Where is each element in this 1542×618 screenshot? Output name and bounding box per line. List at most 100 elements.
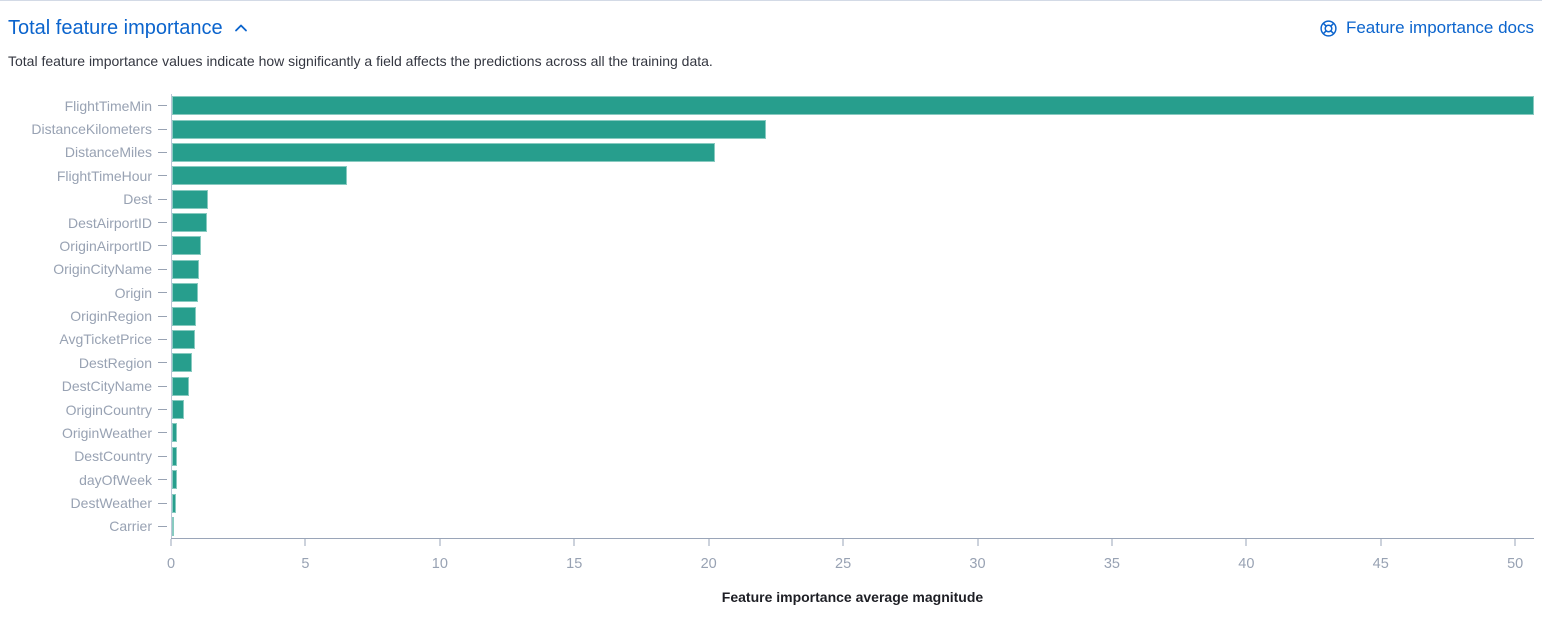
panel-header: Total feature importance Feature importa…	[8, 14, 1534, 42]
y-axis-label: FlightTimeMin	[64, 97, 152, 114]
x-tick-mark	[304, 539, 306, 546]
chart-row: OriginCountry	[8, 397, 1534, 422]
chart-row: DistanceKilometers	[8, 117, 1534, 141]
y-axis-label: DistanceKilometers	[31, 121, 152, 138]
panel-description: Total feature importance values indicate…	[8, 53, 713, 69]
x-tick-mark	[977, 539, 978, 546]
x-tick-label: 35	[1103, 556, 1120, 572]
y-axis-label: Carrier	[109, 518, 152, 535]
x-axis-title-row: Feature importance average magnitude	[8, 584, 1534, 605]
y-tick-mark	[158, 151, 167, 153]
chart-row: DestWeather	[8, 491, 1534, 515]
y-tick-mark	[158, 315, 167, 317]
y-axis-label: DestCountry	[74, 448, 152, 465]
importance-bar	[172, 400, 184, 420]
x-tick-mark	[1514, 539, 1516, 546]
bar-track	[171, 164, 1534, 188]
y-tick-mark	[158, 175, 167, 177]
chart-row: AvgTicketPrice	[8, 327, 1534, 352]
y-tick-mark	[158, 292, 167, 294]
y-tick-mark	[158, 338, 167, 340]
x-tick-mark	[708, 539, 710, 546]
y-tick-mark	[158, 245, 167, 247]
bar-track	[171, 514, 1534, 539]
chart-row: DestAirportID	[8, 210, 1534, 235]
importance-bar	[172, 353, 192, 373]
bar-track	[171, 281, 1534, 305]
x-tick-label: 25	[835, 556, 852, 572]
chevron-up-icon	[233, 20, 249, 36]
total-feature-importance-toggle[interactable]: Total feature importance	[8, 14, 249, 42]
y-axis-label: DestRegion	[78, 354, 152, 371]
x-tick-label: 5	[301, 556, 310, 572]
y-axis-label: AvgTicketPrice	[59, 331, 152, 348]
y-tick-mark	[158, 525, 167, 527]
x-tick-label: 40	[1238, 556, 1255, 572]
y-axis-label: DestCityName	[61, 378, 152, 395]
bar-track	[171, 304, 1534, 328]
y-tick-mark	[158, 128, 167, 130]
x-tick-mark	[1111, 539, 1113, 546]
bar-track	[171, 257, 1534, 281]
bar-track	[171, 374, 1534, 398]
chart-row: DistanceMiles	[8, 140, 1534, 165]
importance-bar	[172, 142, 715, 162]
y-tick-mark	[158, 432, 167, 434]
y-tick-mark	[158, 502, 167, 504]
y-tick-mark	[158, 105, 167, 107]
y-tick-mark	[158, 268, 167, 270]
y-axis-label: DistanceMiles	[64, 144, 152, 161]
total-feature-importance-panel: Total feature importance Feature importa…	[0, 14, 1542, 605]
feature-importance-chart: FlightTimeMin DistanceKilometers DistanceM…	[8, 94, 1534, 605]
x-tick-mark	[573, 539, 575, 546]
x-tick-mark	[1245, 539, 1247, 546]
importance-bar	[172, 446, 177, 466]
x-tick-label: 15	[566, 556, 583, 572]
x-tick-label: 30	[969, 556, 986, 572]
y-axis-label: Origin	[114, 284, 152, 301]
docs-link-label: Feature importance docs	[1345, 18, 1534, 37]
x-tick-label: 10	[431, 556, 448, 572]
bar-track	[171, 468, 1534, 492]
chart-row: OriginWeather	[8, 421, 1534, 445]
chart-row: OriginRegion	[8, 304, 1534, 328]
bar-track	[171, 491, 1534, 515]
chart-row: Origin	[8, 281, 1534, 305]
y-axis-label: DestWeather	[70, 495, 152, 512]
importance-bar	[172, 166, 347, 186]
importance-bar	[172, 283, 198, 303]
y-axis-label: DestAirportID	[67, 214, 152, 231]
bar-track	[171, 421, 1534, 445]
x-tick-mark	[439, 539, 441, 546]
chart-row: OriginCityName	[8, 257, 1534, 281]
y-tick-mark	[158, 362, 167, 364]
y-axis-label: Dest	[123, 191, 152, 208]
importance-bar	[172, 119, 766, 139]
importance-bar	[172, 306, 197, 326]
x-axis-track: 0 5 10 15 20 25 30 35 40 45 50	[167, 538, 1534, 584]
panel-title: Total feature importance	[8, 17, 223, 39]
importance-bar	[172, 493, 177, 513]
bar-track	[171, 351, 1534, 375]
importance-bar	[172, 423, 178, 443]
importance-bar	[172, 329, 195, 349]
y-tick-mark	[158, 409, 167, 411]
y-axis-label: dayOfWeek	[79, 471, 152, 488]
importance-bar	[172, 259, 199, 279]
y-axis-label: FlightTimeHour	[56, 167, 152, 184]
bar-track	[171, 444, 1534, 468]
bar-track	[171, 140, 1534, 165]
bar-track	[171, 327, 1534, 352]
bar-track	[171, 117, 1534, 141]
y-tick-mark	[158, 198, 167, 200]
y-axis-label: OriginCityName	[53, 261, 152, 278]
x-axis: 0 5 10 15 20 25 30 35 40 45 50	[8, 538, 1534, 584]
y-tick-mark	[158, 479, 167, 481]
y-axis-label: OriginWeather	[61, 424, 152, 441]
importance-bar	[172, 189, 209, 209]
y-axis-label: OriginCountry	[65, 401, 152, 418]
chart-row: OriginAirportID	[8, 234, 1534, 258]
feature-importance-docs-link[interactable]: Feature importance docs	[1319, 18, 1534, 38]
bar-track	[171, 94, 1534, 118]
importance-bar	[172, 96, 1534, 116]
